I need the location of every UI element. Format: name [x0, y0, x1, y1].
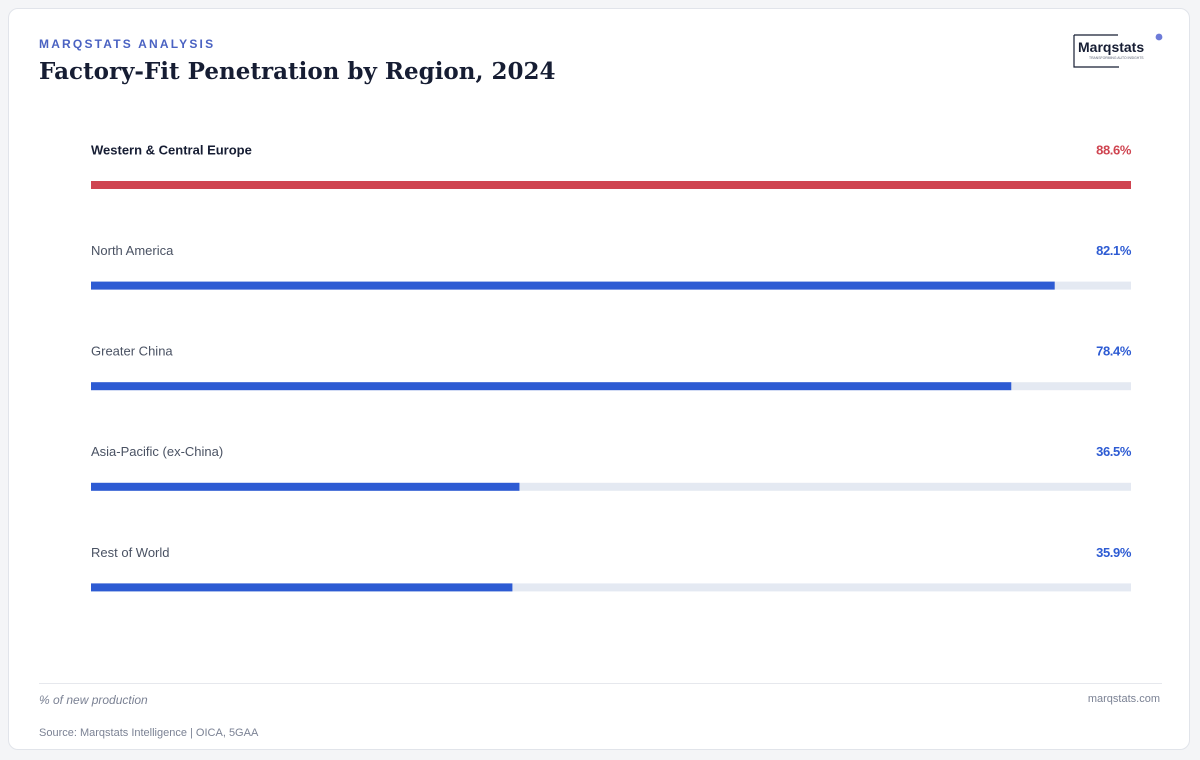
- category-label: Asia-Pacific (ex-China): [91, 444, 223, 459]
- source-note: Source: Marqstats Intelligence | OICA, 5…: [39, 727, 259, 739]
- bar-track: [91, 482, 1131, 491]
- unit-note: % of new production: [39, 693, 148, 707]
- value-label: 88.6%: [1096, 142, 1132, 157]
- bar: [91, 583, 513, 592]
- bar-chart: Western & Central Europe 88.6% North Ameri…: [91, 142, 1132, 592]
- footer-divider: [39, 683, 1162, 684]
- value-label: 35.9%: [1096, 545, 1132, 560]
- marqstats-logo: Marqstats TRANSFORMING AUTO INSIGHTS: [1073, 33, 1163, 68]
- bar: [91, 181, 1131, 189]
- bar: [91, 482, 520, 491]
- logo-wordmark: Marqstats: [1078, 39, 1144, 55]
- chart-card: MARQSTATS ANALYSIS Factory-Fit Penetrati…: [8, 8, 1190, 750]
- kicker-label: MARQSTATS ANALYSIS: [39, 37, 216, 51]
- bar: [91, 382, 1012, 391]
- category-label: Rest of World: [91, 545, 170, 560]
- chart-title: Factory-Fit Penetration by Region, 2024: [39, 58, 556, 85]
- value-label: 36.5%: [1096, 444, 1132, 459]
- bar-track: [91, 583, 1131, 592]
- category-label: Greater China: [91, 344, 173, 359]
- logo-tagline: TRANSFORMING AUTO INSIGHTS: [1089, 56, 1144, 60]
- site-link[interactable]: marqstats.com: [1087, 693, 1160, 705]
- category-label: North America: [91, 243, 174, 258]
- logo-dot-icon: [1155, 33, 1163, 41]
- value-label: 78.4%: [1096, 344, 1132, 359]
- category-label: Western & Central Europe: [91, 142, 252, 157]
- bar: [91, 281, 1055, 290]
- value-label: 82.1%: [1096, 243, 1132, 258]
